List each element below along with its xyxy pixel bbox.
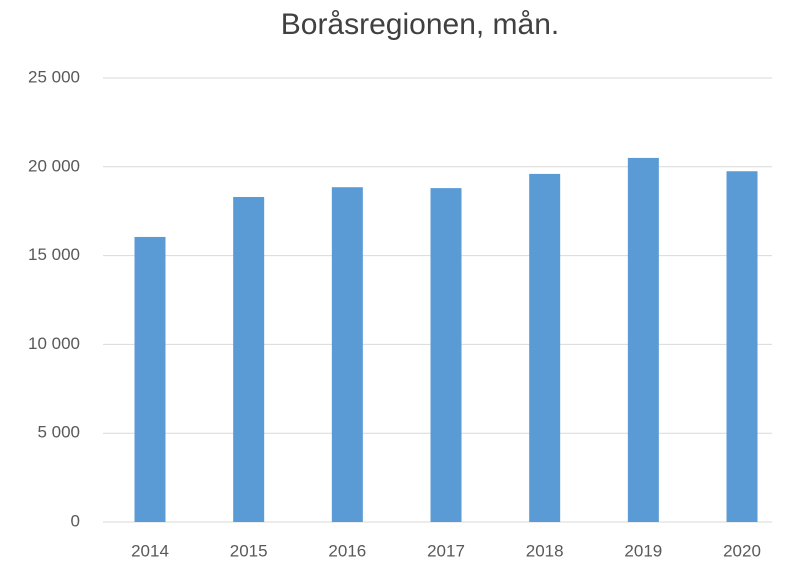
bar (627, 157, 659, 523)
y-tick-label: 0 (71, 511, 80, 530)
y-tick-label: 20 000 (28, 156, 80, 175)
chart-title: Boråsregionen, mån. (281, 8, 560, 41)
bar (331, 187, 363, 522)
y-tick-label: 10 000 (28, 334, 80, 353)
x-tick-label: 2019 (624, 541, 662, 560)
bar (529, 173, 561, 523)
bar (233, 196, 265, 522)
x-tick-label: 2018 (526, 541, 564, 560)
x-tick-label: 2014 (131, 541, 169, 560)
bar (430, 188, 462, 522)
x-tick-label: 2015 (230, 541, 268, 560)
bar (726, 171, 758, 523)
x-tick-label: 2017 (427, 541, 465, 560)
x-tick-label: 2020 (723, 541, 761, 560)
y-tick-label: 5 000 (37, 423, 80, 442)
bar (134, 236, 166, 522)
y-tick-label: 15 000 (28, 245, 80, 264)
x-tick-label: 2016 (328, 541, 366, 560)
y-tick-label: 25 000 (28, 67, 80, 86)
